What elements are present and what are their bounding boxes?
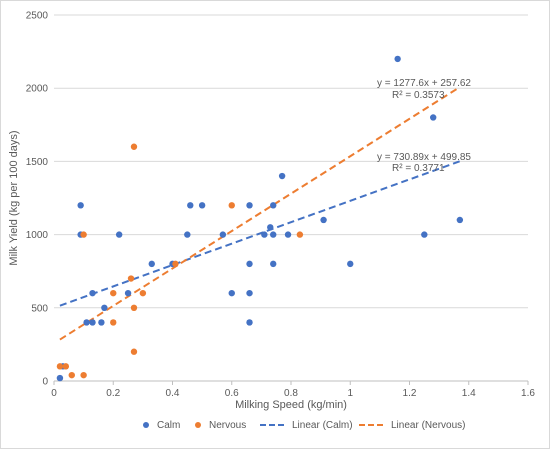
gridlines (54, 14, 528, 309)
point-calm (347, 260, 354, 268)
x-tick-label: 1.2 (403, 388, 417, 399)
point-nervous (110, 289, 117, 297)
y-axis-label: Milk Yield (kg per 100 days) (8, 130, 20, 265)
point-nervous (130, 348, 138, 355)
legend-marker-nervous (195, 422, 201, 428)
point-calm (430, 114, 437, 121)
point-calm (421, 231, 428, 238)
point-calm (320, 216, 327, 224)
point-calm (228, 289, 235, 297)
y-tick-label: 500 (31, 303, 48, 314)
point-calm (198, 202, 206, 209)
point-calm (246, 289, 253, 297)
x-axis-label: Milking Speed (kg/min) (235, 399, 347, 411)
point-calm (456, 216, 464, 224)
point-calm (278, 172, 286, 180)
legend-marker-calm (143, 422, 149, 428)
point-nervous (172, 260, 179, 268)
point-nervous (56, 363, 64, 370)
point-nervous (228, 202, 235, 209)
point-nervous (130, 143, 138, 150)
point-calm (77, 202, 84, 209)
x-tick-label: 0.8 (284, 388, 298, 399)
point-calm (267, 224, 274, 231)
point-calm (284, 231, 292, 238)
point-calm (246, 202, 253, 209)
legend-label-calm: Calm (157, 420, 180, 431)
x-tick-label: 0.2 (106, 388, 120, 399)
trendline-nervous (59, 86, 461, 341)
trendline-equation-calm: y = 730.89x + 499.85 (377, 152, 471, 163)
y-tick-label: 1500 (26, 157, 49, 168)
point-nervous (130, 304, 138, 311)
x-tick-label: 1.4 (462, 388, 476, 399)
point-calm (56, 374, 64, 382)
chart-labels: Milking Speed (kg/min) Milk Yield (kg pe… (8, 78, 471, 411)
trendline-calm (59, 160, 461, 307)
axes: 0 500 1000 1500 2000 2500 0 0.2 0.4 0.6 0.8 1 1.2 1.4… (26, 11, 536, 400)
point-calm (246, 319, 253, 326)
point-calm (187, 202, 194, 209)
trendlines (59, 86, 461, 341)
point-nervous (68, 371, 75, 379)
legend: Calm Nervous Linear (Calm) Linear (Nervo… (143, 420, 465, 431)
legend-label-linear-calm: Linear (Calm) (292, 420, 353, 431)
point-nervous (80, 371, 87, 379)
x-tick-label: 0.4 (166, 388, 180, 399)
legend-label-linear-nervous: Linear (Nervous) (391, 420, 465, 431)
point-calm (101, 304, 108, 311)
trendline-r2-calm: R² = 0.3771 (392, 163, 445, 174)
y-tick-label: 1000 (26, 230, 49, 241)
x-tick-label: 1 (347, 388, 353, 399)
point-calm (270, 260, 277, 268)
point-calm (98, 319, 105, 326)
point-nervous (80, 231, 87, 238)
point-calm (89, 289, 96, 297)
point-nervous (110, 319, 117, 326)
point-calm (270, 231, 277, 238)
point-nervous (62, 363, 70, 370)
point-calm (219, 231, 227, 238)
trendline-equation-nervous: y = 1277.6x + 257.62 (377, 78, 471, 89)
y-tick-label: 2500 (26, 11, 49, 22)
x-tick-label: 0 (51, 388, 57, 399)
x-tick-label: 0.6 (225, 388, 239, 399)
point-calm (115, 231, 123, 238)
point-calm (270, 202, 277, 209)
point-calm (89, 319, 96, 326)
legend-label-nervous: Nervous (209, 420, 246, 431)
point-calm (394, 55, 401, 63)
point-nervous (296, 231, 304, 238)
y-tick-label: 0 (42, 377, 48, 388)
x-tick-label: 1.6 (521, 388, 535, 399)
point-nervous (139, 289, 147, 297)
point-calm (83, 319, 90, 326)
point-calm (184, 231, 191, 238)
point-calm (261, 231, 268, 238)
point-calm (124, 289, 132, 297)
trendline-r2-nervous: R² = 0.3573 (392, 90, 445, 101)
data-points (56, 55, 464, 382)
point-calm (148, 260, 155, 268)
y-tick-label: 2000 (26, 84, 49, 95)
point-calm (246, 260, 253, 268)
point-nervous (127, 275, 135, 282)
